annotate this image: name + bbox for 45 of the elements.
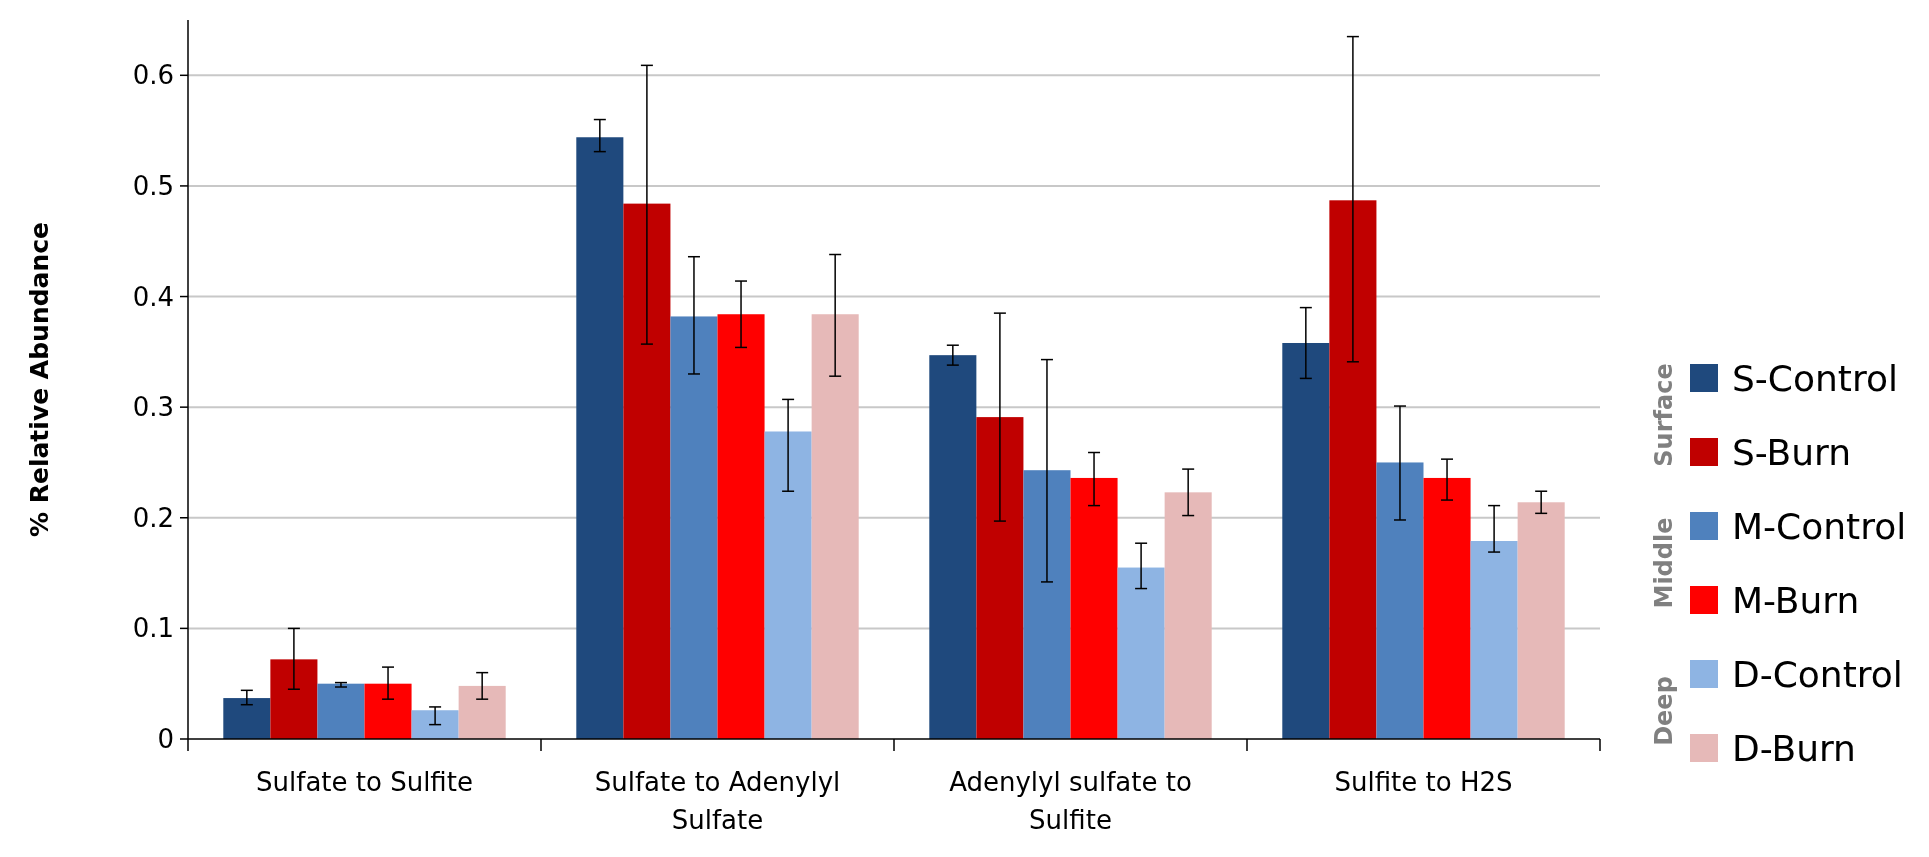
y-tick-label: 0.4 <box>132 281 174 312</box>
y-axis-title: % Relative Abundance <box>25 221 54 538</box>
bar <box>223 698 271 739</box>
text: Middle <box>1650 517 1678 609</box>
y-tick-label: 0.5 <box>132 171 174 202</box>
bar <box>670 316 718 739</box>
y-tick-label: 0.1 <box>132 613 174 644</box>
bar <box>623 203 671 739</box>
x-tick-label: Sulfate to Sulfite <box>256 767 473 797</box>
x-tick-label: Sulfate to Adenylyl Sulfate <box>594 767 841 835</box>
text: Surface <box>1650 363 1678 467</box>
y-tick-label: 0.3 <box>132 392 174 423</box>
bar <box>929 355 977 739</box>
bar <box>1423 477 1471 739</box>
y-tick-label: 0.6 <box>132 60 174 91</box>
legend-label: M-Control <box>1732 505 1907 547</box>
legend-label: S-Control <box>1732 357 1898 399</box>
bar <box>976 417 1024 739</box>
bar <box>1070 477 1118 739</box>
y-tick-label: 0 <box>157 724 174 755</box>
x-tick-label: Adenylyl sulfate to Sulfite <box>949 767 1192 835</box>
text: Deep <box>1650 676 1678 746</box>
bar <box>458 685 506 739</box>
bar <box>811 314 859 739</box>
bar <box>1117 567 1165 739</box>
legend-label: D-Control <box>1732 653 1903 695</box>
x-tick-label: Sulfite to H2S <box>1334 767 1513 797</box>
legend-label: D-Burn <box>1732 727 1856 769</box>
bar <box>411 710 459 739</box>
bar <box>364 683 412 739</box>
bar <box>764 431 812 739</box>
bar <box>1376 462 1424 739</box>
bar <box>1023 470 1071 739</box>
bar <box>270 659 318 739</box>
bar <box>1329 200 1377 739</box>
bar <box>576 137 624 739</box>
bar <box>1517 502 1565 739</box>
bar <box>1282 343 1330 739</box>
bar <box>1164 492 1212 739</box>
bar <box>1470 541 1518 739</box>
legend-label: M-Burn <box>1732 579 1860 621</box>
y-tick-label: 0.2 <box>132 502 174 533</box>
legend-label: S-Burn <box>1732 431 1852 473</box>
bar <box>717 314 765 739</box>
bar <box>317 683 365 739</box>
